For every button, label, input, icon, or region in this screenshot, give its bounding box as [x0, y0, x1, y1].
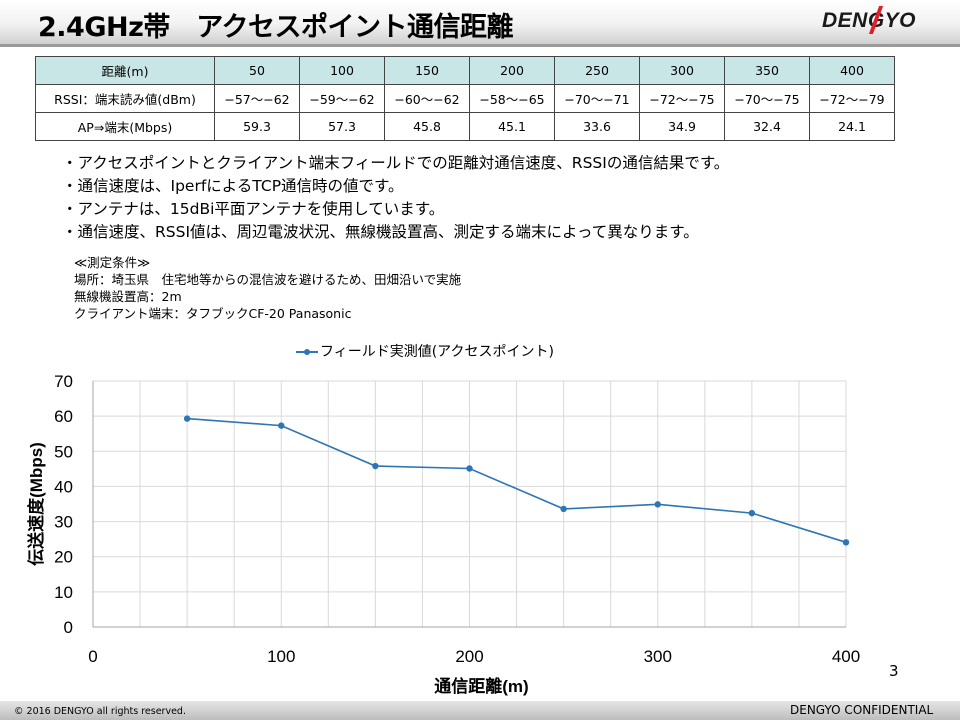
- table-cell: 距離(m): [35, 56, 215, 85]
- notes-list: ・アクセスポイントとクライアント端末フィールドでの距離対通信速度、RSSIの通信…: [62, 152, 729, 244]
- note-item: ・通信速度は、IperfによるTCP通信時の値です。: [62, 177, 404, 195]
- table-cell: 300: [639, 56, 725, 85]
- table-cell: 45.1: [469, 112, 555, 141]
- table-cell: 400: [809, 56, 895, 85]
- y-tick-label: 70: [54, 372, 73, 391]
- table-cell: RSSI：端末読み値(dBm): [35, 84, 215, 113]
- y-tick-label: 20: [54, 548, 73, 567]
- table-cell: 32.4: [724, 112, 810, 141]
- table-cell: 59.3: [214, 112, 300, 141]
- x-tick-label: 300: [644, 647, 672, 666]
- condition-item: 場所：埼玉県 住宅地等からの混信波を避けるため、田畑沿いで実施: [74, 272, 462, 287]
- legend-label: フィールド実測値(アクセスポイント): [320, 344, 554, 360]
- footer-copyright: © 2016 DENGYO all rights reserved.: [14, 706, 186, 717]
- note-item: ・通信速度、RSSI値は、周辺電波状況、無線機設置高、測定する端末によって異なり…: [62, 223, 699, 241]
- data-point: [372, 462, 379, 470]
- y-tick-label: 40: [54, 477, 73, 496]
- y-tick-label: 0: [64, 618, 73, 637]
- legend-line-marker: [296, 346, 318, 358]
- y-tick-label: 10: [54, 583, 73, 602]
- table-cell: 57.3: [299, 112, 385, 141]
- x-tick-label: 100: [267, 647, 295, 666]
- title-underline: [0, 44, 960, 47]
- table-cell: −72〜−75: [639, 84, 725, 113]
- data-point: [183, 415, 191, 422]
- measurement-conditions: ≪測定条件≫ 場所：埼玉県 住宅地等からの混信波を避けるため、田畑沿いで実施 無…: [74, 254, 461, 322]
- page-number: 3: [889, 662, 899, 680]
- y-axis-title: 伝送速度(Mbps): [26, 442, 46, 566]
- note-item: ・アンテナは、15dBi平面アンテナを使用しています。: [62, 200, 445, 218]
- y-tick-label: 50: [54, 442, 73, 461]
- footer-bar: [0, 701, 960, 720]
- chart-legend: フィールド実測値(アクセスポイント): [296, 341, 554, 361]
- data-point: [654, 501, 661, 508]
- note-item: ・アクセスポイントとクライアント端末フィールドでの距離対通信速度、RSSIの通信…: [62, 154, 730, 172]
- data-point: [466, 465, 473, 472]
- y-tick-label: 30: [54, 513, 73, 532]
- table-row: AP⇒端末(Mbps) 59.3 57.3 45.8 45.1 33.6 34.…: [35, 112, 895, 141]
- condition-item: 無線機設置高：2m: [74, 289, 182, 304]
- condition-item: ≪測定条件≫: [74, 255, 151, 270]
- table-cell: 250: [554, 56, 640, 85]
- x-axis-title: 通信距離(m): [434, 676, 528, 696]
- table-cell: −60〜−62: [384, 84, 470, 113]
- series-line: [187, 417, 847, 544]
- title-bar: [0, 0, 960, 44]
- x-tick-label: 0: [88, 647, 97, 666]
- x-tick-label: 400: [832, 647, 860, 666]
- data-point: [842, 539, 850, 546]
- dengyo-logo: DENGYO: [822, 9, 917, 32]
- y-tick-label: 60: [54, 407, 73, 426]
- table-cell: −58〜−65: [469, 84, 555, 113]
- x-tick-label: 200: [455, 647, 483, 666]
- table-cell: 100: [299, 56, 385, 85]
- page-title: 2.4GHz帯 アクセスポイント通信距離: [38, 12, 513, 43]
- table-cell: 50: [214, 56, 300, 85]
- footer-confidential: DENGYO CONFIDENTIAL: [790, 703, 934, 717]
- table-cell: 24.1: [809, 112, 895, 141]
- table-cell: 200: [469, 56, 555, 85]
- condition-item: クライアント端末：タフブックCF-20 Panasonic: [74, 306, 352, 321]
- data-point: [278, 422, 285, 429]
- data-point: [560, 505, 567, 513]
- table-cell: −59〜−62: [299, 84, 385, 113]
- table-row: 距離(m) 50 100 150 200 250 300 350 400: [35, 56, 895, 85]
- table-cell: −57〜−62: [214, 84, 300, 113]
- measurement-table: 距離(m) 50 100 150 200 250 300 350 400 RSS…: [35, 56, 895, 141]
- table-cell: 34.9: [639, 112, 725, 141]
- data-point: [748, 509, 756, 517]
- table-cell: 33.6: [554, 112, 640, 141]
